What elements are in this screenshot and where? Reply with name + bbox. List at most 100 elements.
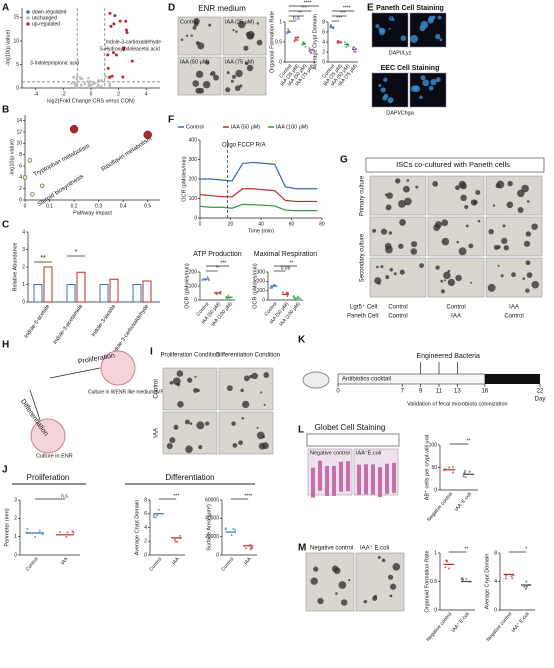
organoid	[400, 35, 407, 42]
x-axis-label: Time (min)	[248, 228, 274, 234]
label: IAA⁺ E.coli	[360, 545, 389, 552]
point	[448, 466, 451, 469]
organoid	[256, 22, 260, 25]
organoid	[432, 180, 439, 187]
organoid	[213, 74, 220, 81]
organoid	[241, 416, 245, 420]
point	[269, 287, 272, 290]
point	[76, 75, 79, 78]
bar	[66, 284, 76, 303]
point	[66, 531, 69, 534]
organoid	[507, 180, 513, 187]
point	[99, 85, 103, 88]
organoid	[263, 372, 270, 378]
label: 7	[401, 389, 405, 395]
point	[83, 82, 87, 86]
organoid	[173, 424, 179, 430]
organoid	[232, 29, 235, 32]
label: Antibiotics cocktail	[342, 377, 391, 383]
organoid	[437, 15, 442, 20]
x-tick-label: 40	[258, 221, 264, 227]
label: Steroid biosynthesis	[37, 174, 85, 208]
x-axis-label: log2(Fold Change CRS verus CON)	[47, 98, 135, 104]
point	[462, 475, 465, 478]
panel-letter: B	[2, 105, 9, 116]
label: 5-Hydroxyindoleacetic acid	[100, 46, 160, 52]
organoid	[166, 443, 173, 450]
organoid	[241, 400, 250, 409]
point	[206, 276, 209, 279]
point	[118, 19, 122, 23]
y-axis-label: AB⁺ cells per crypt-villi unit	[423, 434, 430, 500]
organoid	[234, 85, 241, 92]
arrow	[49, 367, 101, 379]
organoid	[198, 445, 203, 450]
organoid	[239, 84, 243, 88]
organoid	[192, 26, 197, 30]
bar	[99, 284, 109, 303]
legend-swatch	[26, 16, 30, 20]
point	[124, 28, 128, 32]
point	[510, 575, 513, 578]
point	[244, 547, 247, 550]
organoid	[428, 85, 434, 91]
point	[352, 46, 355, 49]
organoid	[196, 421, 205, 430]
organoid	[169, 380, 174, 385]
organoid	[375, 24, 380, 29]
organoid	[392, 563, 401, 571]
point	[39, 183, 45, 189]
organoid	[389, 268, 394, 272]
organoid	[470, 281, 473, 284]
panel-letter: F	[168, 115, 174, 126]
organoid	[531, 223, 538, 230]
panel-letter: L	[298, 425, 304, 436]
organoid	[193, 17, 200, 25]
organoid	[430, 79, 437, 86]
organoid	[331, 565, 339, 573]
point	[178, 534, 181, 537]
organoid	[382, 77, 388, 82]
point	[121, 75, 125, 79]
point	[22, 175, 28, 180]
y-tick-label: 300	[257, 269, 266, 275]
category-label: Control	[148, 556, 163, 572]
point	[152, 515, 155, 518]
organoid	[458, 247, 467, 256]
panel-title: Globet Cell Staining	[315, 423, 386, 432]
point	[79, 83, 83, 87]
dish	[30, 418, 66, 454]
organoid	[335, 592, 338, 595]
point	[504, 577, 507, 580]
y-tick-label: 400	[189, 137, 198, 143]
micrograph	[355, 552, 405, 612]
y-tick-label: 10	[13, 38, 19, 44]
panel-title: Differentiation	[165, 473, 214, 482]
organoid	[492, 204, 496, 207]
point	[97, 79, 100, 82]
organoid	[526, 200, 530, 203]
organoid	[189, 422, 193, 425]
point	[108, 75, 112, 79]
y-tick-label: 100	[189, 196, 198, 202]
label: Control	[180, 19, 198, 25]
point	[249, 543, 252, 546]
bar	[76, 271, 86, 303]
organoid	[177, 401, 184, 408]
point	[143, 130, 152, 140]
y-tick-label: 6	[322, 29, 325, 35]
organoid	[415, 185, 419, 189]
y-tick-label: 0	[14, 552, 17, 558]
organoid	[410, 248, 418, 255]
y-tick-label: 1	[14, 534, 17, 540]
point	[38, 529, 41, 532]
organoid	[389, 594, 393, 598]
label: Indole-3-carboxaldehyde	[106, 39, 161, 45]
significance: ****	[304, 0, 312, 6]
organoid	[470, 199, 478, 206]
x-tick-label: 20	[228, 221, 234, 227]
organoid	[456, 240, 459, 244]
label: IAA (75 μM)	[225, 59, 254, 65]
y-tick-label: 2	[19, 186, 22, 192]
organoid	[187, 377, 193, 383]
